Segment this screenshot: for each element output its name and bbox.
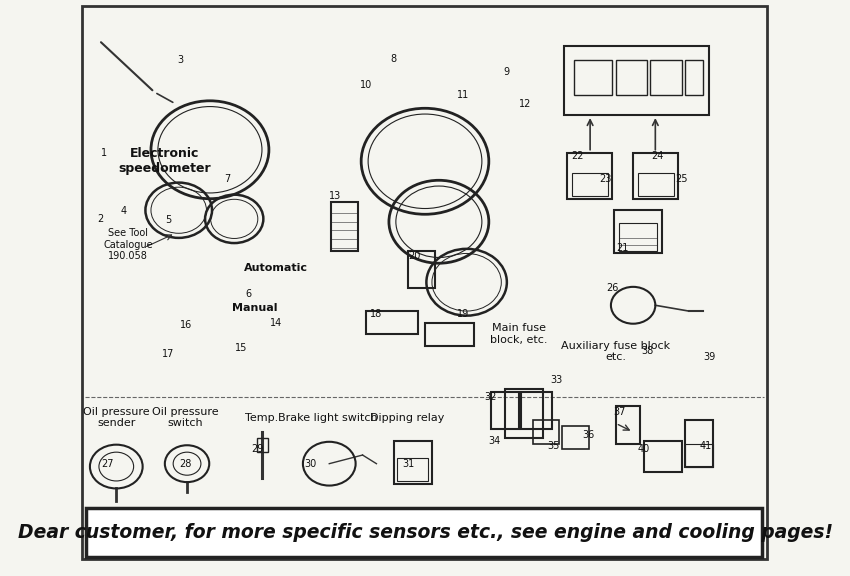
- Text: Manual: Manual: [232, 303, 278, 313]
- Text: 41: 41: [700, 441, 712, 452]
- Text: Brake light switch: Brake light switch: [278, 412, 377, 423]
- Text: 23: 23: [599, 173, 611, 184]
- Text: Main fuse
block, etc.: Main fuse block, etc.: [490, 323, 547, 345]
- Text: 5: 5: [165, 215, 172, 225]
- Text: 11: 11: [457, 90, 469, 100]
- Text: 33: 33: [551, 375, 563, 385]
- Bar: [633, 153, 678, 199]
- Bar: [564, 46, 710, 115]
- Bar: [685, 60, 702, 95]
- Text: 37: 37: [613, 407, 626, 417]
- Bar: [562, 426, 589, 449]
- Text: 34: 34: [488, 435, 501, 446]
- Bar: [685, 444, 713, 467]
- Text: Electronic
speedometer: Electronic speedometer: [118, 147, 211, 175]
- Bar: [685, 420, 713, 467]
- Text: See Tool
Catalogue
190.058: See Tool Catalogue 190.058: [103, 228, 153, 262]
- Text: 28: 28: [179, 458, 192, 469]
- Text: Dear customer, for more specific sensors etc., see engine and cooling pages!: Dear customer, for more specific sensors…: [18, 524, 832, 542]
- Bar: [332, 202, 358, 251]
- Bar: [257, 438, 268, 452]
- Bar: [521, 392, 552, 429]
- Text: 22: 22: [571, 150, 584, 161]
- Bar: [643, 441, 682, 472]
- Text: 36: 36: [582, 430, 594, 440]
- Text: 3: 3: [178, 55, 184, 66]
- Bar: [619, 223, 657, 251]
- Bar: [397, 458, 428, 481]
- Text: Auxiliary fuse block
etc.: Auxiliary fuse block etc.: [561, 340, 671, 362]
- Text: 39: 39: [703, 352, 716, 362]
- Text: 10: 10: [360, 80, 372, 90]
- Text: Temp.: Temp.: [246, 412, 279, 423]
- Bar: [574, 60, 612, 95]
- Bar: [366, 311, 418, 334]
- Text: 19: 19: [457, 309, 469, 319]
- Bar: [394, 441, 432, 484]
- Bar: [572, 173, 608, 196]
- Text: 13: 13: [329, 191, 341, 201]
- Text: 16: 16: [179, 320, 192, 331]
- Text: 26: 26: [606, 283, 619, 293]
- Text: 17: 17: [162, 349, 174, 359]
- Text: 1: 1: [101, 147, 108, 158]
- Text: 8: 8: [391, 54, 397, 65]
- Text: 38: 38: [641, 346, 653, 357]
- Text: 9: 9: [503, 67, 509, 77]
- Text: 29: 29: [251, 444, 264, 454]
- Bar: [615, 60, 647, 95]
- Text: Oil pressure
switch: Oil pressure switch: [152, 407, 219, 429]
- Text: 6: 6: [245, 289, 251, 299]
- Bar: [87, 508, 762, 557]
- Text: 4: 4: [120, 206, 127, 217]
- Text: 7: 7: [224, 173, 230, 184]
- Text: 18: 18: [371, 309, 383, 319]
- Text: 14: 14: [269, 317, 282, 328]
- Text: Dipping relay: Dipping relay: [371, 412, 445, 423]
- Bar: [533, 420, 559, 444]
- Text: 27: 27: [102, 458, 114, 469]
- Text: 24: 24: [651, 150, 664, 161]
- Text: 21: 21: [616, 242, 629, 253]
- Bar: [615, 210, 661, 253]
- Bar: [425, 323, 473, 346]
- Text: Automatic: Automatic: [244, 263, 308, 273]
- Text: 2: 2: [97, 214, 104, 224]
- Text: 25: 25: [676, 173, 688, 184]
- Text: 32: 32: [484, 392, 497, 403]
- Bar: [567, 153, 612, 199]
- Bar: [615, 406, 640, 444]
- Text: 35: 35: [547, 441, 559, 452]
- Text: 30: 30: [304, 458, 317, 469]
- Text: 31: 31: [402, 458, 415, 469]
- Text: 20: 20: [408, 251, 421, 262]
- Text: 12: 12: [519, 98, 532, 109]
- Text: Oil pressure
sender: Oil pressure sender: [83, 407, 150, 429]
- Bar: [638, 173, 674, 196]
- Bar: [491, 392, 518, 429]
- Text: 40: 40: [638, 444, 649, 454]
- Bar: [408, 251, 435, 288]
- Bar: [650, 60, 682, 95]
- Text: 15: 15: [235, 343, 247, 354]
- Bar: [505, 389, 543, 438]
